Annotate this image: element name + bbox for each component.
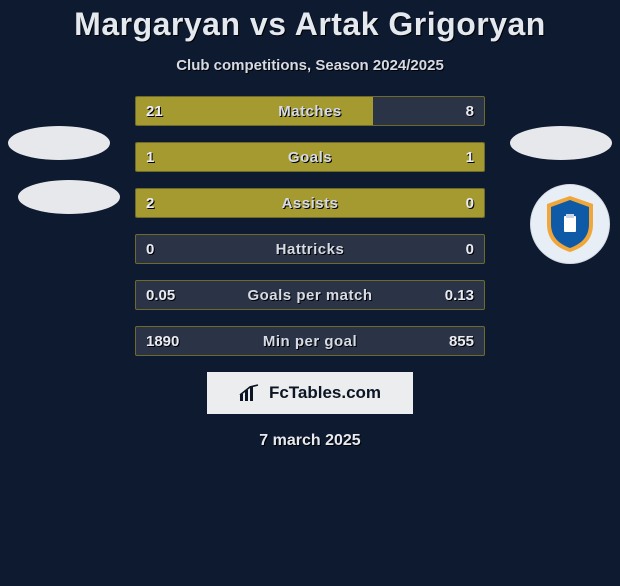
snapshot-date: 7 march 2025: [0, 432, 620, 450]
stat-row: 0Hattricks0: [135, 234, 485, 264]
stats-container: 21Matches81Goals12Assists00Hattricks00.0…: [0, 96, 620, 356]
stat-label: Min per goal: [136, 327, 484, 356]
stat-label: Matches: [136, 97, 484, 126]
stat-label: Assists: [136, 189, 484, 218]
stat-label: Hattricks: [136, 235, 484, 264]
fctables-badge[interactable]: FcTables.com: [207, 372, 413, 414]
stat-row: 2Assists0: [135, 188, 485, 218]
stat-row: 0.05Goals per match0.13: [135, 280, 485, 310]
stat-label: Goals per match: [136, 281, 484, 310]
fctables-label: FcTables.com: [269, 383, 381, 403]
stat-value-right: 855: [449, 327, 474, 356]
stat-value-right: 0: [466, 189, 474, 218]
bars-icon: [239, 384, 263, 402]
page-subtitle: Club competitions, Season 2024/2025: [0, 57, 620, 74]
stat-value-right: 8: [466, 97, 474, 126]
page-title: Margaryan vs Artak Grigoryan: [0, 6, 620, 43]
stat-value-right: 1: [466, 143, 474, 172]
stat-value-right: 0.13: [445, 281, 474, 310]
stat-label: Goals: [136, 143, 484, 172]
stat-row: 1Goals1: [135, 142, 485, 172]
stat-value-right: 0: [466, 235, 474, 264]
stat-row: 1890Min per goal855: [135, 326, 485, 356]
stat-row: 21Matches8: [135, 96, 485, 126]
